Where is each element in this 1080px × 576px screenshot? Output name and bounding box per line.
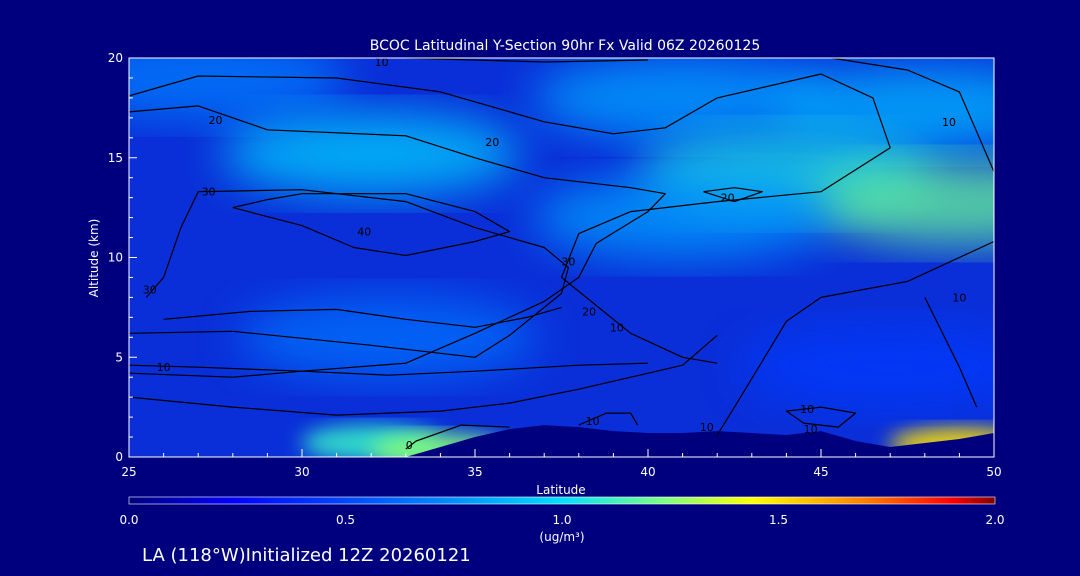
contour-label-12: 10 [952,291,966,304]
x-tick-label-4: 45 [813,465,828,479]
shade-sample-6 [532,175,833,260]
y-tick-label-4: 20 [108,51,123,65]
contour-label-11: 10 [157,361,171,374]
contour-label-0: 10 [375,56,389,69]
x-tick-label-5: 50 [986,465,1001,479]
contour-line-9 [129,334,718,416]
shade-sample-0 [129,58,349,120]
shaded-field [129,58,994,457]
shade-sample-5 [809,161,994,246]
contour-label-1: 20 [209,114,223,127]
contour-label-10: 10 [610,321,624,334]
contour-label-9: 20 [582,305,596,318]
contour-line-5 [129,189,570,358]
contour-line-6 [232,193,511,257]
contour-label-4: 20 [721,192,735,205]
shade-sample-2 [774,65,994,150]
contour-label-15: 10 [586,415,600,428]
y-tick-label-2: 10 [108,251,123,265]
chart-title: BCOC Latitudinal Y-Section 90hr Fx Valid… [370,38,760,54]
y-axis-label: Altitude (km) [87,219,101,298]
y-axis: 0 5 10 15 20 [108,51,137,464]
contour-label-5: 30 [202,186,216,199]
contour-line-11 [578,412,639,426]
contour-label-17: 10 [700,421,714,434]
shade-sample-1 [532,58,833,140]
contour-label-6: 40 [357,226,371,239]
contour-label-13: 10 [800,403,814,416]
contour-label-2: 20 [485,136,499,149]
contour-labels: 10 20 20 10 20 30 40 30 30 20 10 10 10 10 0 10 10 10 [143,56,967,452]
colorbar: 0.0 0.5 1.0 1.5 2.0 (ug/m³) [119,496,1005,544]
shade-sample-3 [221,111,522,196]
contour-line-2 [129,73,891,364]
contour-label-14: 0 [406,439,413,452]
plot-area: 10 20 20 10 20 30 40 30 30 20 10 10 10 10 0 10 10 10 [129,56,994,457]
contour-lines [129,58,994,450]
y-tick-label-1: 5 [115,350,123,364]
colorbar-tick-1: 0.5 [336,513,355,527]
contour-line-4 [129,105,666,378]
colorbar-tick-0: 0.0 [119,513,138,527]
x-axis: 25 30 35 40 45 50 [121,449,1002,479]
run-info: LA (118°W)Initialized 12Z 20260121 [142,545,471,566]
colorbar-tick-2: 1.0 [552,513,571,527]
y-tick-label-3: 15 [108,151,123,165]
colorbar-ticks: 0.0 0.5 1.0 1.5 2.0 [119,513,1004,527]
contour-line-12 [405,424,510,450]
contour-label-8: 30 [561,255,575,268]
contour-line-8 [129,362,649,376]
colorbar-tick-3: 1.5 [769,513,788,527]
x-tick-label-0: 25 [121,465,136,479]
contour-label-3: 10 [942,116,956,129]
contour-label-16: 10 [804,423,818,436]
terrain [405,425,994,457]
shade-sample-7 [238,295,539,380]
terrain-mask [405,425,994,457]
contour-line-10 [716,240,994,436]
x-axis-label: Latitude [536,483,585,497]
x-tick-label-3: 40 [640,465,655,479]
y-tick-label-0: 0 [115,450,123,464]
colorbar-label: (ug/m³) [539,530,584,544]
contour-line-7 [163,306,562,328]
contour-line-3 [703,187,763,203]
colorbar-tick-4: 2.0 [985,513,1004,527]
contour-line-14 [924,297,978,408]
x-tick-label-1: 30 [294,465,309,479]
contour-label-7: 30 [143,283,157,296]
x-tick-label-2: 35 [467,465,482,479]
colorbar-ramp [128,496,996,505]
contour-line-0 [405,58,649,63]
contour-line-1 [831,58,994,172]
contour-line-13 [785,406,857,428]
shade-sample-11 [740,325,994,410]
